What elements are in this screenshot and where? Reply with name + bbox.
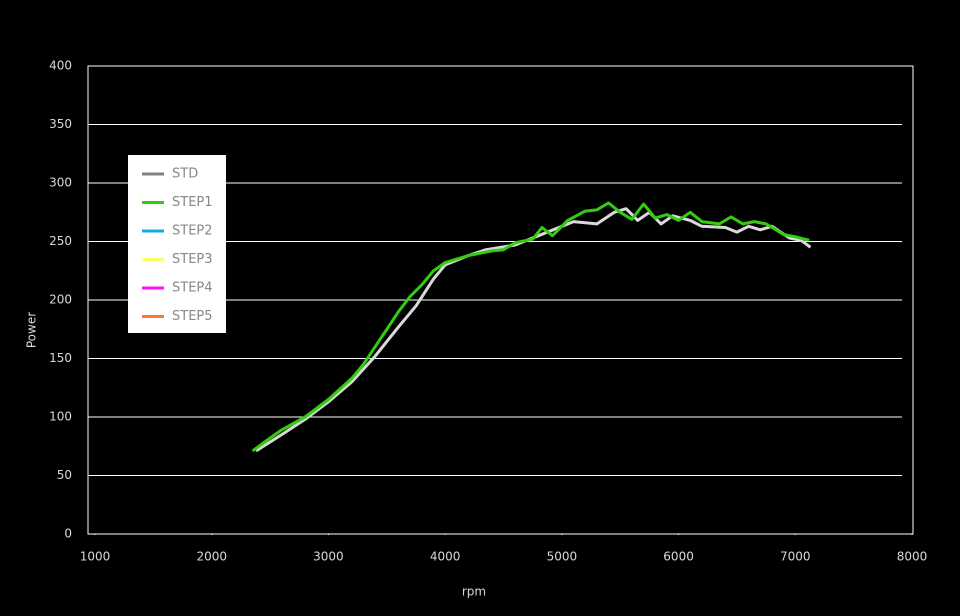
data-line [255, 207, 812, 453]
x-tick-label: 6000 [663, 550, 694, 564]
x-tick-label: 3000 [313, 550, 344, 564]
y-tick-label: 350 [49, 117, 72, 131]
x-tick-label: 7000 [780, 550, 811, 564]
y-tick-label: 0 [64, 527, 72, 541]
x-tick-label: 4000 [430, 550, 461, 564]
legend-label: STEP4 [172, 281, 213, 296]
x-tick-label: 1000 [80, 550, 111, 564]
legend-label: STEP5 [172, 309, 213, 324]
legend-label: STD [172, 167, 198, 182]
y-tick-label: 300 [49, 176, 72, 190]
legend-label: STEP3 [172, 252, 213, 267]
y-tick-label: 250 [49, 234, 72, 248]
x-tick-label: 2000 [196, 550, 227, 564]
legend-box [128, 155, 226, 333]
x-tick-label: 8000 [897, 550, 928, 564]
legend: STD STEP1 STEP2 STEP3 STEP4 STEP5 [128, 155, 226, 333]
y-tick-label: 50 [57, 468, 72, 482]
y-tick-label: 400 [49, 59, 72, 73]
y-axis-label: Power [25, 312, 39, 348]
legend-label: STEP1 [172, 195, 213, 210]
y-tick-label: 150 [49, 351, 72, 365]
y-tick-label: 100 [49, 410, 72, 424]
y-tick-label: 200 [49, 293, 72, 307]
x-tick-label: 5000 [547, 550, 578, 564]
legend-label: STEP2 [172, 224, 213, 239]
x-axis-label: rpm [462, 585, 486, 599]
data-line [251, 201, 810, 453]
